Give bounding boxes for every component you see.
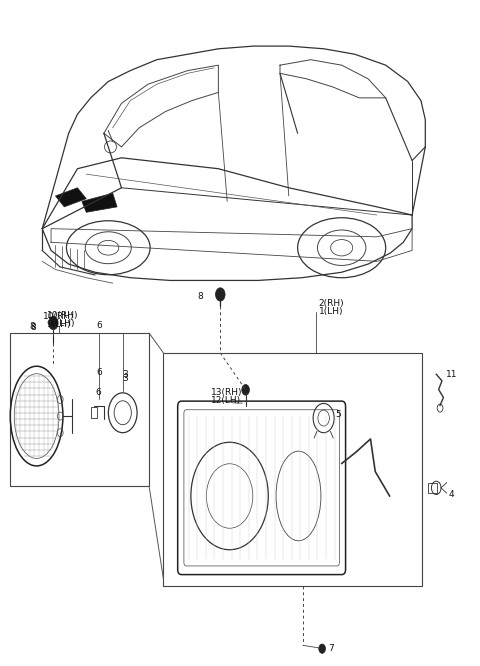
Circle shape (242, 384, 250, 395)
Text: 12(LH): 12(LH) (211, 396, 241, 406)
Circle shape (216, 288, 225, 301)
Text: 4: 4 (448, 490, 454, 499)
Text: 10(RH): 10(RH) (43, 312, 74, 321)
Bar (428, 483, 437, 493)
Bar (10, 333, 149, 486)
Text: 3: 3 (122, 374, 128, 383)
Text: 2(RH): 2(RH) (319, 298, 344, 308)
Text: 9(LH): 9(LH) (47, 320, 71, 329)
Polygon shape (56, 188, 86, 207)
Circle shape (48, 316, 58, 330)
Text: 3: 3 (122, 370, 128, 379)
Bar (163, 353, 422, 585)
Text: 9(LH): 9(LH) (51, 319, 75, 328)
Text: 6: 6 (96, 368, 102, 378)
Text: 8: 8 (29, 322, 35, 331)
Text: 7: 7 (328, 644, 334, 653)
Text: 11: 11 (446, 370, 457, 379)
Text: 6: 6 (95, 388, 101, 398)
Text: 1(LH): 1(LH) (319, 306, 343, 316)
Bar (91, 408, 97, 418)
Text: 6: 6 (96, 320, 102, 330)
Text: 13(RH): 13(RH) (211, 388, 242, 398)
Text: 5: 5 (336, 410, 341, 420)
Polygon shape (82, 193, 117, 212)
Text: 8: 8 (198, 292, 204, 301)
Circle shape (319, 644, 325, 653)
Text: 8: 8 (31, 323, 36, 332)
Text: 10(RH): 10(RH) (47, 310, 79, 320)
